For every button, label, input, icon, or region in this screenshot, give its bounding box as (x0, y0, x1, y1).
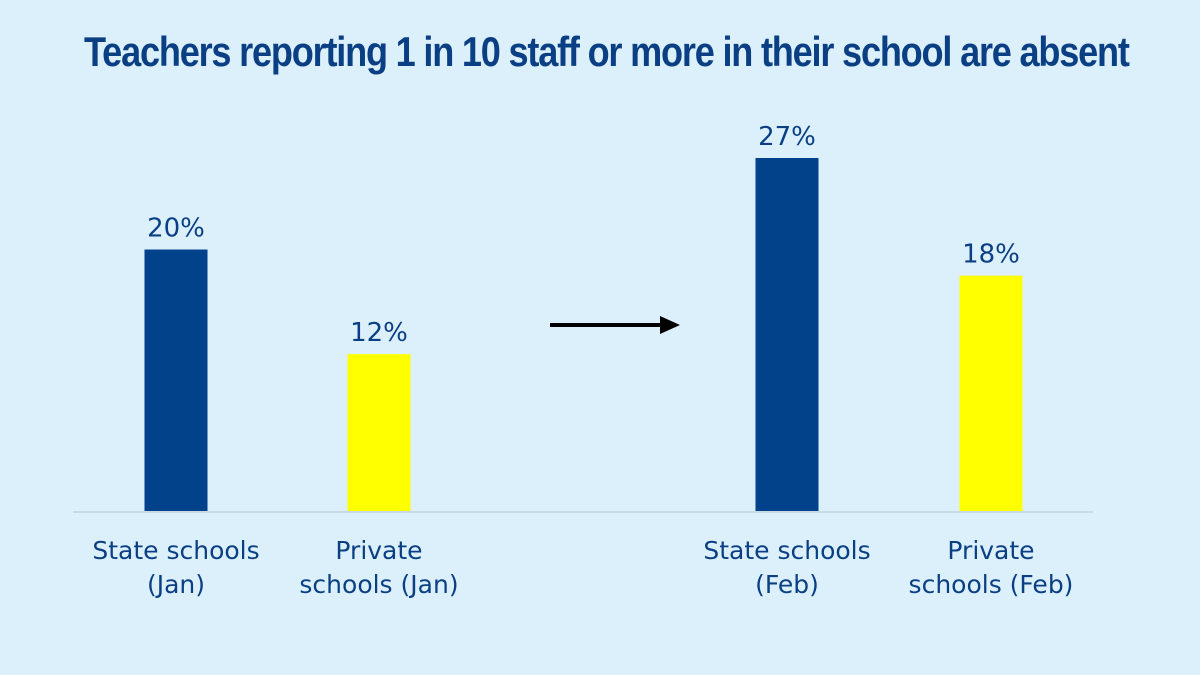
category-label-4: Private schools (Feb) (909, 536, 1074, 599)
category-label-line: State schools (703, 536, 870, 565)
arrow-annotation (550, 316, 680, 334)
value-label-3: 27% (758, 122, 816, 152)
value-label-4: 18% (962, 240, 1020, 270)
category-label-1: State schools (Jan) (92, 536, 259, 599)
value-label-1: 20% (147, 214, 205, 244)
category-label-line: Private (947, 536, 1034, 565)
category-label-line: schools (Feb) (909, 570, 1074, 599)
category-label-line: schools (Jan) (299, 570, 458, 599)
bar-2 (347, 354, 411, 511)
chart-title: Teachers reporting 1 in 10 staff or more… (84, 28, 1130, 75)
bar-3 (755, 158, 819, 511)
value-label-2: 12% (350, 318, 408, 348)
bar-4 (959, 275, 1023, 511)
category-label-line: (Feb) (755, 570, 819, 599)
category-label-3: State schools (Feb) (703, 536, 870, 599)
bar-1 (144, 249, 208, 511)
category-label-2: Private schools (Jan) (299, 536, 458, 599)
category-label-line: State schools (92, 536, 259, 565)
category-label-line: Private (335, 536, 422, 565)
category-label-line: (Jan) (147, 570, 205, 599)
